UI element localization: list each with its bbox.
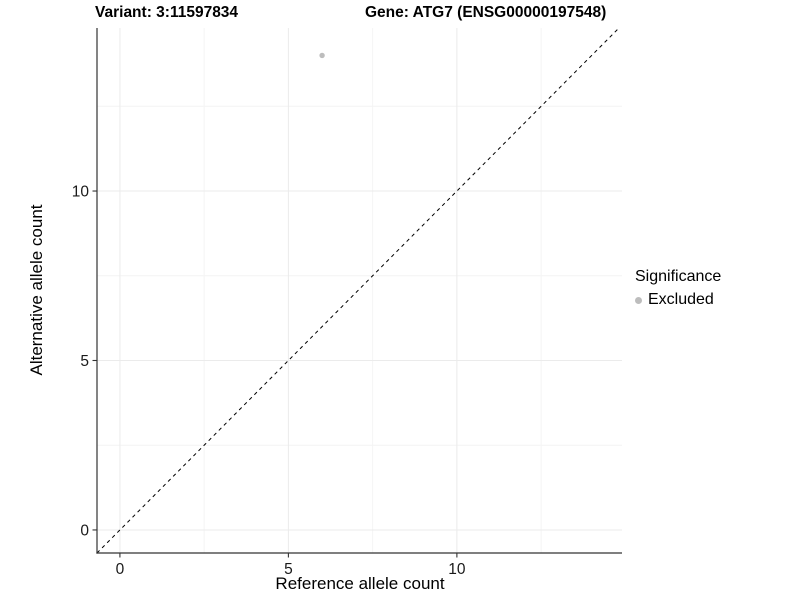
variant-title: Variant: 3:11597834 [95, 4, 239, 21]
data-point [319, 52, 325, 59]
x-tick-label: 10 [448, 561, 466, 578]
legend-item: Excluded [635, 290, 721, 310]
y-tick-label: 0 [80, 522, 89, 539]
legend-point-icon [635, 296, 642, 304]
x-tick-label: 0 [116, 561, 125, 578]
x-tick-label: 5 [284, 561, 293, 578]
x-axis-title: Reference allele count [275, 574, 445, 593]
gene-title: Gene: ATG7 (ENSG00000197548) [365, 4, 607, 21]
legend-title: Significance [635, 268, 722, 285]
legend: Significance Excluded [635, 266, 721, 310]
identity-dashed-line [96, 27, 620, 554]
legend-item-label: Excluded [648, 291, 714, 308]
y-tick-label: 10 [72, 184, 90, 201]
y-tick-label: 5 [80, 353, 89, 370]
y-axis-title: Alternative allele count [27, 204, 46, 376]
